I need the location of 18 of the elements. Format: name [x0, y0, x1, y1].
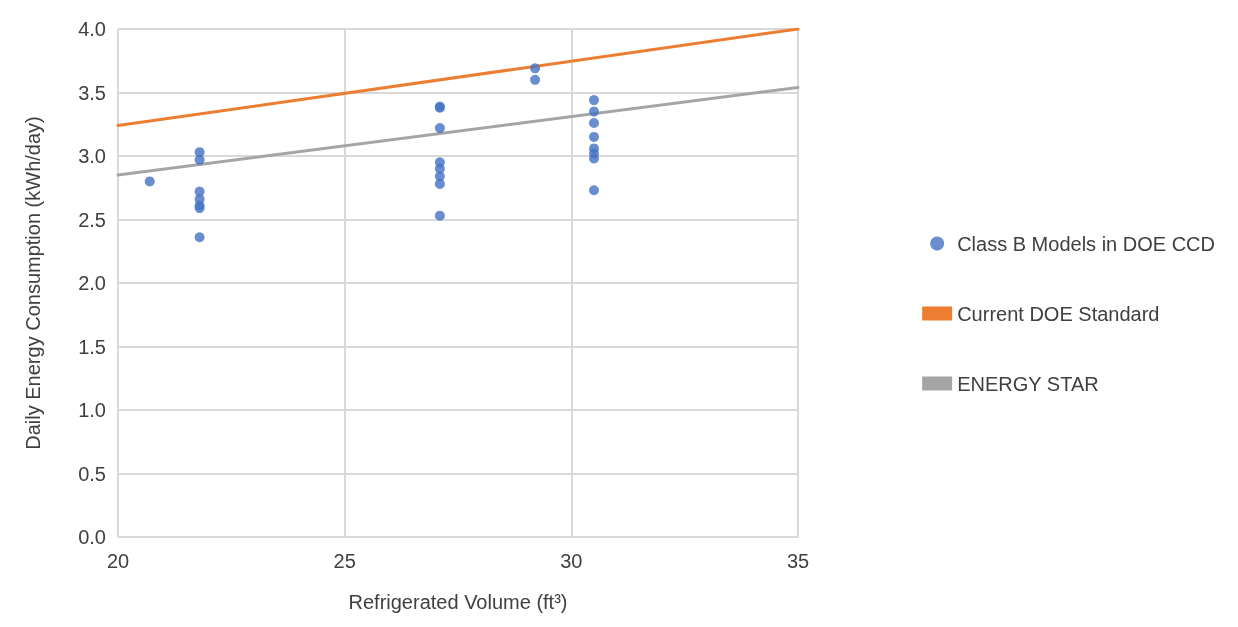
x-tick-label: 20 [106, 550, 130, 572]
y-axis-title: Daily Energy Consumption (kWh/day) [22, 116, 44, 450]
y-tick-label: 2.0 [78, 272, 106, 294]
y-tick-label: 0.5 [78, 462, 106, 485]
x-tick-label: 30 [560, 550, 583, 572]
x-axis-title: Refrigerated Volume (ft³) [348, 591, 568, 613]
x-tick-label: 35 [786, 550, 810, 572]
legend-label: Current DOE Standard [957, 302, 1160, 325]
y-tick-label: 3.0 [78, 145, 106, 167]
legend-label: Class B Models in DOE CCD [957, 232, 1215, 255]
legend-label: ENERGY STAR [957, 372, 1099, 395]
y-tick-label: 2.5 [78, 208, 106, 231]
y-tick-label: 0.0 [78, 526, 106, 548]
y-tick-label: 3.5 [78, 81, 106, 104]
y-tick-label: 1.0 [78, 399, 106, 421]
y-tick-label: 4.0 [78, 18, 106, 40]
x-tick-label: 25 [333, 550, 356, 572]
y-tick-label: 1.5 [78, 335, 106, 358]
